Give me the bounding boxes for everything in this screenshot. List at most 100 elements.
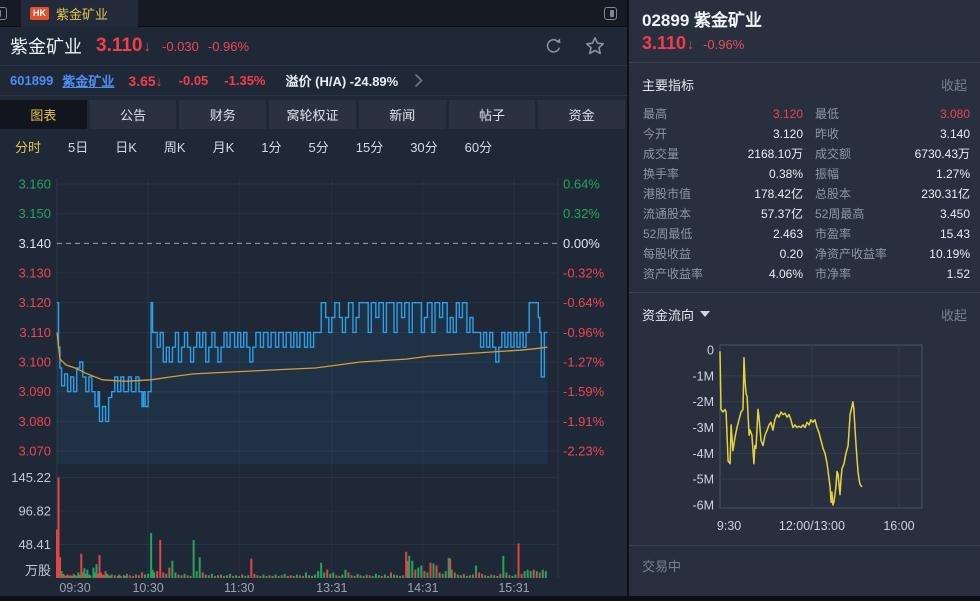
fund-y-label: -5M [692, 473, 714, 487]
time-axis-label: 13:31 [316, 581, 347, 595]
fund-flow-line [719, 351, 863, 506]
indicator-value: 57.37亿 [760, 207, 803, 221]
indicator-label: 成交量 [643, 147, 680, 161]
panel-toggle-left-icon[interactable] [0, 6, 7, 20]
intraday-chart[interactable]: 3.160 0.64% 3.150 0.32% 3.140 0.00% 3.130 -0.32… [0, 164, 627, 596]
header-actions [544, 36, 617, 56]
fund-x-label: 16:00 [883, 519, 914, 533]
fund-flow-collapse-button[interactable]: 收起 [940, 307, 967, 323]
avg-price-line [56, 332, 548, 382]
indicator-value: 0.20 [779, 247, 803, 261]
caret-down-icon[interactable] [700, 311, 711, 317]
right-price: 3.110 [642, 33, 687, 53]
indicator-value: 2168.10万 [747, 147, 803, 161]
price-axis-label: 3.080 [18, 414, 51, 429]
stock-document-tab[interactable]: HK 紫金矿业 [21, 0, 139, 27]
price-axis-label: 3.130 [18, 266, 51, 281]
tab-2[interactable]: 财务 [179, 100, 267, 129]
stock-price: 3.110 [96, 35, 143, 56]
market-hk-badge: HK [30, 6, 49, 20]
period-tab-4[interactable]: 月K [212, 140, 235, 155]
fund-y-label: -3M [692, 421, 714, 435]
period-tab-3[interactable]: 周K [163, 140, 186, 155]
period-tab-0[interactable]: 分时 [15, 140, 42, 155]
right-stock-title: 02899 紫金矿业 [642, 11, 762, 30]
price-down-arrow-icon: ↓ [143, 37, 152, 55]
fund-flow-chart[interactable]: 0 -1M -2M -3M -4M -5M -6M9:30 12:00/13:00 16:00 [629, 335, 980, 540]
right-change-pct: -0.96% [703, 37, 745, 52]
intraday-chart-area[interactable]: 3.160 0.64% 3.150 0.32% 3.140 0.00% 3.130 -0.32… [0, 164, 627, 596]
time-axis-label: 09:30 [59, 581, 90, 595]
pct-axis-label: -1.27% [563, 355, 605, 370]
indicator-label: 最高 [643, 107, 668, 121]
tab-3[interactable]: 窝轮权证 [269, 100, 356, 129]
period-tab-8[interactable]: 30分 [410, 140, 438, 155]
indicator-label: 港股市值 [643, 187, 692, 201]
indicators-collapse-button[interactable]: 收起 [940, 77, 967, 93]
indicator-value: 4.06% [768, 267, 803, 281]
tab-1[interactable]: 公告 [89, 100, 177, 129]
tab-5[interactable]: 帖子 [448, 100, 536, 129]
fund-x-label: 12:00/13:00 [779, 519, 845, 533]
divider [629, 545, 980, 546]
period-tab-1[interactable]: 5日 [68, 140, 89, 155]
a-share-change: -0.05 [178, 73, 209, 88]
tab-4[interactable]: 新闻 [358, 100, 446, 129]
period-tab-6[interactable]: 5分 [308, 140, 329, 155]
period-tab-7[interactable]: 15分 [355, 140, 384, 155]
favorite-star-icon[interactable] [585, 36, 605, 56]
pct-axis-label: -0.32% [563, 266, 605, 281]
time-axis-label: 15:31 [498, 581, 529, 595]
chevron-right-icon[interactable] [414, 73, 423, 88]
right-panel: 02899 紫金矿业 3.110 ↓ -0.96% 主要指标 收起 最高 3.12… [627, 0, 980, 596]
indicator-value: 3.120 [772, 107, 803, 121]
volume-axis-label: 96.82 [18, 503, 51, 518]
pct-axis-label: 0.00% [563, 236, 600, 251]
pct-axis-label: -1.59% [563, 384, 605, 399]
fund-y-label: -6M [692, 498, 714, 512]
indicator-value: 1.52 [946, 267, 970, 281]
indicator-label: 市净率 [815, 267, 852, 281]
indicator-value: 6730.43万 [914, 147, 970, 161]
indicator-value: 178.42亿 [754, 187, 803, 201]
indicator-value: 10.19% [929, 247, 970, 261]
pct-axis-label: 0.64% [563, 177, 600, 192]
a-share-price: 3.65↓ [128, 72, 163, 89]
price-area-fill [57, 302, 548, 464]
indicator-label: 振幅 [815, 167, 840, 181]
time-axis-label: 10:30 [132, 581, 163, 595]
indicator-value: 15.43 [939, 227, 970, 241]
price-line [57, 302, 548, 423]
fund-y-label: -4M [692, 447, 714, 461]
divider [629, 292, 980, 293]
period-tab-9[interactable]: 60分 [464, 140, 493, 155]
indicator-label: 总股本 [815, 187, 852, 201]
fund-y-label: -1M [692, 369, 714, 383]
refresh-icon[interactable] [544, 37, 563, 56]
indicator-value: 0.38% [768, 167, 803, 181]
price-axis-label: 3.140 [18, 236, 51, 251]
left-panel: HK 紫金矿业 紫金矿业 3.110 ↓ -0.030 -0.96% 60 [0, 0, 627, 596]
a-share-name-link[interactable]: 紫金矿业 [62, 74, 115, 89]
price-axis-label: 3.100 [18, 355, 51, 370]
fund-chart-border [719, 344, 923, 509]
period-tab-2[interactable]: 日K [115, 140, 137, 155]
price-axis-label: 3.160 [18, 177, 51, 192]
indicator-label: 市盈率 [815, 227, 852, 241]
volume-axis-label: 145.22 [11, 470, 51, 485]
indicator-label: 今开 [643, 127, 668, 141]
price-axis-label: 3.150 [18, 206, 51, 221]
divider [629, 62, 980, 63]
panel-toggle-right-icon[interactable] [604, 7, 617, 20]
tab-0[interactable]: 图表 [0, 100, 87, 129]
document-tab-bar: HK 紫金矿业 [0, 0, 627, 27]
period-tab-5[interactable]: 1分 [261, 140, 282, 155]
price-change: -0.030 [162, 38, 199, 54]
tab-6[interactable]: 资金 [538, 100, 626, 129]
a-share-change-pct: -1.35% [224, 73, 266, 88]
premium-ha: 溢价 (H/A) -24.89% [285, 74, 399, 89]
a-share-code[interactable]: 601899 [10, 73, 54, 88]
indicator-value: 1.27% [935, 167, 970, 181]
volume-bars [56, 477, 547, 578]
